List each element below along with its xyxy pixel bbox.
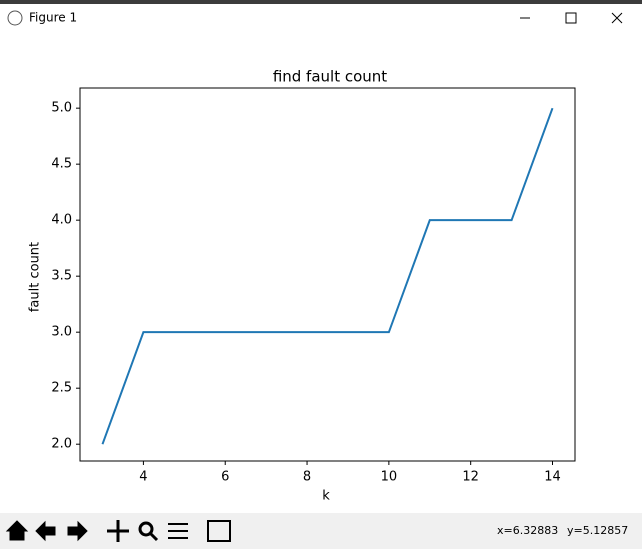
maximize-button[interactable] — [565, 12, 577, 24]
x-tick-label: 12 — [462, 470, 479, 485]
x-tick-label: 4 — [139, 470, 147, 485]
y-tick-label: 4.5 — [51, 157, 72, 172]
line-series — [101, 107, 554, 445]
pan-button[interactable] — [107, 520, 129, 542]
y-tick-label: 3.5 — [51, 269, 72, 284]
forward-button[interactable] — [67, 520, 88, 542]
y-tick-label: 5.0 — [51, 101, 72, 116]
x-tick-label: 6 — [221, 470, 229, 485]
y-tick-label: 4.0 — [51, 213, 72, 228]
window-title: Figure 1 — [29, 11, 77, 25]
status-y: y=5.12857 — [567, 524, 628, 537]
status-x: x=6.32883 — [497, 524, 558, 537]
x-tick-label: 14 — [544, 470, 561, 485]
y-tick-label: 2.5 — [51, 381, 72, 396]
chart-title: find fault count — [273, 68, 387, 86]
close-button[interactable] — [611, 12, 623, 24]
y-tick-label: 3.0 — [51, 325, 72, 340]
save-button[interactable] — [207, 520, 231, 542]
plot-frame — [79, 87, 576, 462]
home-button[interactable] — [5, 520, 29, 541]
configure-button[interactable] — [168, 523, 188, 539]
back-button[interactable] — [35, 520, 56, 542]
x-axis-label: k — [322, 489, 330, 504]
x-tick-label: 8 — [303, 470, 311, 485]
zoom-button[interactable] — [138, 521, 154, 537]
y-axis-label: fault count — [28, 242, 43, 312]
background-strip — [0, 0, 642, 4]
y-tick-label: 2.0 — [51, 437, 72, 452]
toolbar-icons — [5, 520, 231, 542]
x-tick-label: 10 — [381, 470, 398, 485]
app-icon — [7, 10, 23, 26]
